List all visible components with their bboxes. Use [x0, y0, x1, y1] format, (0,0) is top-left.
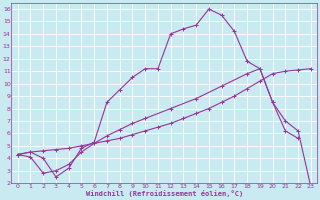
X-axis label: Windchill (Refroidissement éolien,°C): Windchill (Refroidissement éolien,°C): [86, 190, 243, 197]
